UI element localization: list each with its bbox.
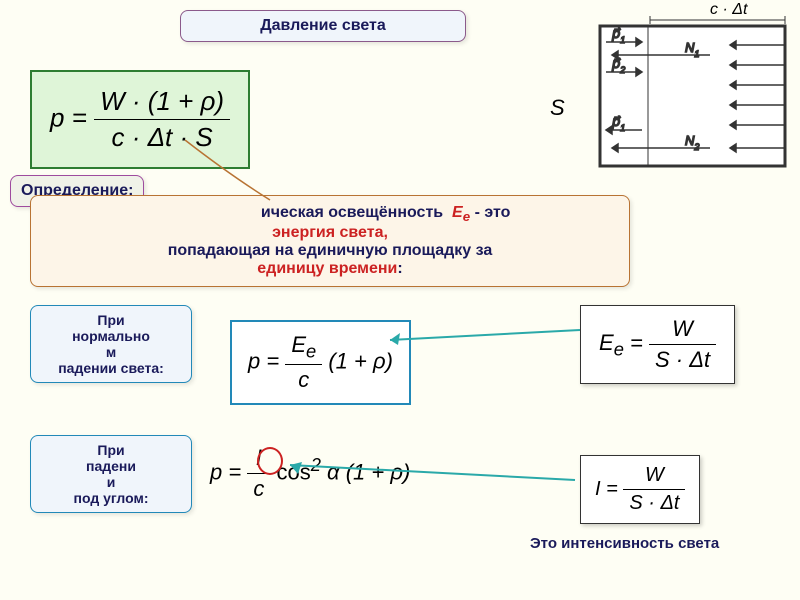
formula-intensity: I = W S · Δt — [580, 455, 700, 524]
title-box: Давление света — [180, 10, 466, 42]
def-line3a: попадающая на единичную площадку за — [168, 242, 493, 259]
la4: под углом: — [74, 490, 149, 506]
i-den: S · Δt — [623, 490, 685, 515]
fa-den: c — [247, 474, 270, 502]
ee-lhs: Ee — [599, 330, 624, 355]
connector-rho — [170, 135, 290, 215]
s-label: S — [550, 95, 565, 121]
arrow-ee-to-normal — [380, 300, 590, 360]
i-lhs: I — [595, 478, 601, 500]
formula-irradiance: Ee = W S · Δt — [580, 305, 735, 384]
intensity-caption: Это интенсивность света — [530, 535, 719, 552]
ee-num: W — [649, 316, 716, 345]
ee-symbol: Ee — [452, 204, 470, 221]
arrow-i-to-angle — [280, 450, 580, 500]
def-colon: : — [397, 260, 402, 277]
fn-lhs: p — [248, 349, 260, 374]
ee-frac: W S · Δt — [649, 316, 716, 373]
fn-den: c — [285, 365, 322, 393]
def-dash: - это — [475, 204, 511, 221]
title-text: Давление света — [260, 17, 386, 34]
light-pressure-diagram: c · Δt p⃗1 N1 p⃗2 p⃗1 N2 — [590, 0, 800, 180]
ln4: падении света: — [58, 360, 164, 376]
numerator: W · (1 + ρ) — [94, 86, 230, 120]
definition-band: ____________ ическая освещённость Ee - э… — [30, 195, 630, 287]
ee-den: S · Δt — [649, 345, 716, 373]
i-num: W — [623, 464, 685, 490]
i-frac: W S · Δt — [623, 464, 685, 515]
ln1: При — [97, 312, 124, 328]
la3: и — [107, 474, 116, 490]
fn-num: Ee — [285, 332, 322, 365]
ln2: нормально — [72, 328, 150, 344]
la1: При — [97, 442, 124, 458]
def-line3b: единицу времени — [257, 260, 397, 277]
label-normal-incidence: При нормально м падении света: — [30, 305, 192, 383]
eq-lhs: p — [50, 102, 64, 132]
label-angle-incidence: При падени и под углом: — [30, 435, 192, 513]
la2: падени — [86, 458, 136, 474]
def-line2: энергия света, — [272, 224, 388, 241]
fa-lhs: p — [210, 459, 222, 484]
fn-frac: Ee c — [285, 332, 322, 393]
diag-top-label: c · Δt — [710, 1, 748, 18]
ln3: м — [106, 344, 116, 360]
